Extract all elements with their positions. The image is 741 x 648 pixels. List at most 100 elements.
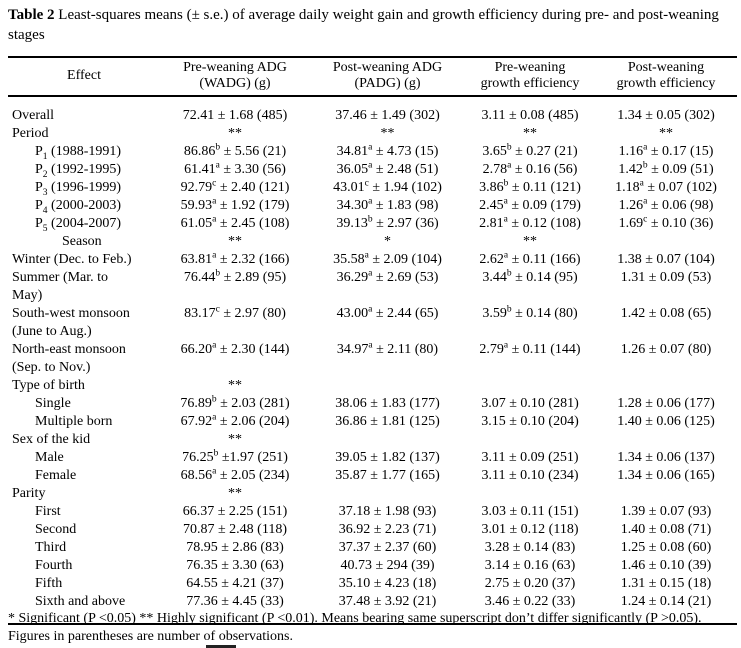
value-cell: 76.25b ±1.97 (251) xyxy=(182,448,288,465)
value-cell: 2.45a ± 0.09 (179) xyxy=(479,196,581,213)
value-cell: 3.14 ± 0.16 (63) xyxy=(484,558,576,573)
value-cell: 2.75 ± 0.20 (37) xyxy=(484,576,576,591)
value-cell: 76.89b ± 2.03 (281) xyxy=(180,394,290,411)
value-cell: 37.37 ± 2.37 (60) xyxy=(338,540,437,555)
effect-cell: Second xyxy=(35,522,77,537)
value-cell xyxy=(465,485,595,503)
column-header: Post-weaning growth efficiency xyxy=(595,57,737,97)
value-cell xyxy=(465,431,595,449)
effect-cell: First xyxy=(35,504,61,519)
column-header: Pre-weaning growth efficiency xyxy=(465,57,595,97)
value-cell: 1.31 ± 0.15 (18) xyxy=(620,576,712,591)
value-cell: ** xyxy=(228,432,242,447)
value-cell: 1.40 ± 0.08 (71) xyxy=(620,522,712,537)
section-row: Season ** * ** xyxy=(8,233,737,251)
value-cell: 1.26a ± 0.06 (98) xyxy=(618,196,714,213)
effect-cell: P2 (1992-1995) xyxy=(35,162,122,180)
effect-cell: Male xyxy=(35,450,64,465)
effect-cell: South-west monsoon (June to Aug.) xyxy=(12,306,130,339)
value-cell: 35.58a ± 2.09 (104) xyxy=(333,250,442,267)
value-cell: 2.79a ± 0.11 (144) xyxy=(479,340,581,357)
table-row: Winter (Dec. to Feb.) 63.81a ± 2.32 (166)… xyxy=(8,251,737,269)
effect-cell: Period xyxy=(12,126,49,141)
effect-cell: Overall xyxy=(12,108,54,123)
footnote: * Significant (P <0.05) ** Highly signif… xyxy=(8,611,702,644)
value-cell: 83.17c ± 2.97 (80) xyxy=(184,304,286,321)
value-cell: 3.11 ± 0.09 (251) xyxy=(481,450,579,465)
table-row: Sixth and above 77.36 ± 4.45 (33) 37.48 ± … xyxy=(8,593,737,625)
value-cell xyxy=(310,431,465,449)
effect-cell: Parity xyxy=(12,486,46,501)
value-cell xyxy=(310,485,465,503)
value-cell: 3.15 ± 0.10 (204) xyxy=(481,414,579,429)
table-row: Third 78.95 ± 2.86 (83) 37.37 ± 2.37 (60) 3… xyxy=(8,539,737,557)
value-cell: 3.59b ± 0.14 (80) xyxy=(482,304,578,321)
value-cell: 1.42 ± 0.08 (65) xyxy=(620,306,712,321)
value-cell: 3.07 ± 0.10 (281) xyxy=(481,396,579,411)
section-row: Type of birth ** xyxy=(8,377,737,395)
value-cell: 61.41a ± 3.30 (56) xyxy=(184,160,286,177)
column-header: Pre-weaning ADG (WADG) (g) xyxy=(160,57,310,97)
value-cell: 37.18 ± 1.98 (93) xyxy=(338,504,437,519)
effect-cell: P1 (1988-1991) xyxy=(35,144,122,162)
value-cell: ** xyxy=(523,126,537,141)
table-row: Second 70.87 ± 2.48 (118) 36.92 ± 2.23 (71… xyxy=(8,521,737,539)
effect-cell: Fifth xyxy=(35,576,63,591)
value-cell xyxy=(595,431,737,449)
table-row: Multiple born 67.92a ± 2.06 (204) 36.86 ± … xyxy=(8,413,737,431)
value-cell: 86.86b ± 5.56 (21) xyxy=(183,142,287,159)
value-cell: 36.86 ± 1.81 (125) xyxy=(335,414,440,429)
value-cell: 1.25 ± 0.08 (60) xyxy=(620,540,712,555)
effect-cell: North-east monsoon (Sep. to Nov.) xyxy=(12,342,126,375)
value-cell: 3.11 ± 0.10 (234) xyxy=(481,468,579,483)
value-cell: 3.28 ± 0.14 (83) xyxy=(484,540,576,555)
value-cell: 1.46 ± 0.10 (39) xyxy=(620,558,712,573)
value-cell: 1.16a ± 0.17 (15) xyxy=(618,142,714,159)
value-cell: 37.48 ± 3.92 (21) xyxy=(310,593,465,625)
value-cell: 1.69c ± 0.10 (36) xyxy=(618,214,714,231)
results-table: Effect Pre-weaning ADG (WADG) (g) Post-wea… xyxy=(8,56,737,625)
effect-cell: Winter (Dec. to Feb.) xyxy=(12,252,132,267)
value-cell: 35.10 ± 4.23 (18) xyxy=(338,576,437,591)
value-cell: 1.40 ± 0.06 (125) xyxy=(617,414,715,429)
table-row: Female 68.56a ± 2.05 (234) 35.87 ± 1.77 (1… xyxy=(8,467,737,485)
column-header: Effect xyxy=(8,57,160,97)
value-cell: 66.20a ± 2.30 (144) xyxy=(180,340,290,357)
value-cell: 92.79c ± 2.40 (121) xyxy=(180,178,290,195)
stray-mark xyxy=(206,645,236,648)
value-cell: 64.55 ± 4.21 (37) xyxy=(186,576,284,591)
value-cell: ** xyxy=(380,126,395,141)
value-cell: 3.03 ± 0.11 (151) xyxy=(481,504,579,519)
value-cell: 68.56a ± 2.05 (234) xyxy=(180,466,290,483)
value-cell: 67.92a ± 2.06 (204) xyxy=(180,412,290,429)
value-cell: ** xyxy=(523,234,537,249)
value-cell: ** xyxy=(228,126,242,141)
effect-cell: Multiple born xyxy=(35,414,113,429)
value-cell: ** xyxy=(228,486,242,501)
effect-cell: Female xyxy=(35,468,77,483)
table-row: Fourth 76.35 ± 3.30 (63) 40.73 ± 294 (39) 3… xyxy=(8,557,737,575)
table-row: Single 76.89b ± 2.03 (281) 38.06 ± 1.83 (1… xyxy=(8,395,737,413)
value-cell: 43.00a ± 2.44 (65) xyxy=(336,304,439,321)
effect-cell: Season xyxy=(62,234,102,249)
table-body: Overall 72.41 ± 1.68 (485) 37.46 ± 1.49 (3… xyxy=(8,96,737,625)
value-cell: 63.81a ± 2.32 (166) xyxy=(180,250,290,267)
value-cell: 36.29a ± 2.69 (53) xyxy=(336,268,439,285)
value-cell: 77.36 ± 4.45 (33) xyxy=(160,593,310,625)
value-cell: 78.95 ± 2.86 (83) xyxy=(186,540,284,555)
value-cell: 3.01 ± 0.12 (118) xyxy=(481,522,579,537)
value-cell: 1.31 ± 0.09 (53) xyxy=(620,270,712,285)
value-cell: ** xyxy=(659,126,673,141)
section-row: Period ** ** ** ** xyxy=(8,125,737,143)
value-cell: 2.81a ± 0.12 (108) xyxy=(479,214,581,231)
value-cell: 1.39 ± 0.07 (93) xyxy=(620,504,712,519)
table-row: First 66.37 ± 2.25 (151) 37.18 ± 1.98 (93)… xyxy=(8,503,737,521)
value-cell: 1.28 ± 0.06 (177) xyxy=(617,396,715,411)
table-row: P5 (2004-2007) 61.05a ± 2.45 (108) 39.13b … xyxy=(8,214,737,234)
value-cell: 3.44b ± 0.14 (95) xyxy=(482,268,578,285)
value-cell: 72.41 ± 1.68 (485) xyxy=(182,108,288,123)
value-cell: 66.37 ± 2.25 (151) xyxy=(182,504,288,519)
column-header: Post-weaning ADG (PADG) (g) xyxy=(310,57,465,97)
effect-cell: Summer (Mar. to May) xyxy=(12,270,109,303)
table-row: Fifth 64.55 ± 4.21 (37) 35.10 ± 4.23 (18) 2… xyxy=(8,575,737,593)
